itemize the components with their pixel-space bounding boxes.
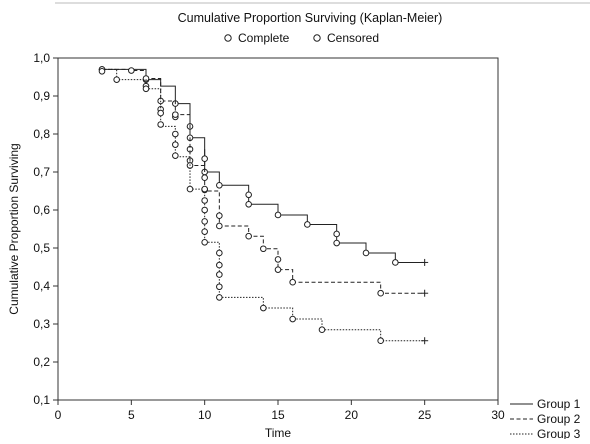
x-tick-label: 20 [345,408,359,422]
data-point-marker [333,230,340,238]
data-point-marker [201,228,208,235]
data-point-marker [128,67,135,74]
censored-marker-icon [313,34,321,42]
data-point-marker [392,259,399,266]
y-tick-label: 0,8 [33,127,50,141]
x-tick-label: 25 [418,408,432,422]
data-point-marker [201,197,208,204]
data-point-marker [201,174,208,181]
data-point-marker [216,182,223,189]
data-point-marker [318,326,326,334]
y-axis-ticks: 0,1 0,2 0,3 0,4 0,5 0,6 0,7 0,8 0,9 1,0 [33,51,58,407]
data-point-marker [245,201,252,208]
data-point-marker [172,111,179,118]
data-point-marker [260,304,267,312]
data-point-marker [216,283,223,291]
series-group-3 [98,68,429,345]
data-point-marker [216,249,223,257]
x-tick-label: 30 [491,408,505,422]
y-tick-label: 0,5 [33,241,50,255]
data-point-marker [377,337,384,345]
data-point-marker [304,221,311,228]
y-axis-label: Cumulative Proportion Surviving [7,143,21,314]
data-point-marker [216,294,223,301]
y-tick-label: 0,9 [33,89,50,103]
data-point-marker [113,76,120,83]
y-tick-label: 1,0 [33,51,50,65]
x-tick-label: 15 [271,408,285,422]
y-tick-label: 0,6 [33,203,50,217]
data-point-marker [201,155,208,162]
legend-series-label: Group 1 [537,397,581,411]
marker-legend-censored: Censored [327,31,379,45]
data-point-marker [377,289,384,297]
data-point-marker [216,212,223,219]
x-tick-label: 0 [55,408,62,422]
chart-title: Cumulative Proportion Surviving (Kaplan-… [178,11,443,25]
y-tick-label: 0,3 [33,317,50,331]
survival-curve-line [102,68,425,294]
y-tick-label: 0,7 [33,165,50,179]
data-point-marker [172,130,179,138]
data-point-marker [260,245,267,253]
data-point-marker [201,218,208,225]
data-point-marker [172,141,179,148]
plot-area-frame [57,57,499,401]
data-point-marker [216,222,223,230]
data-point-marker [362,249,370,257]
data-point-marker [216,261,223,269]
x-tick-label: 5 [128,408,135,422]
data-point-marker [274,211,282,219]
marker-legend-complete: Complete [238,31,290,45]
data-point-marker [274,256,282,263]
data-point-marker [245,232,252,240]
y-tick-label: 0,2 [33,355,50,369]
legend-series-label: Group 2 [537,412,581,426]
data-point-marker [186,185,194,193]
data-point-marker [172,152,179,159]
data-point-marker [157,109,164,117]
series-group-2 [98,66,429,297]
data-point-marker [142,85,150,93]
survival-curve-line [102,68,425,263]
x-axis-label: Time [265,426,292,439]
survival-curve-line [102,68,425,342]
complete-marker-icon [224,34,232,42]
data-point-marker [157,121,164,128]
survival-curves [98,66,429,345]
y-tick-label: 0,4 [33,279,50,293]
data-point-marker [289,278,296,286]
data-point-marker [201,185,208,193]
marker-legend: Complete Censored [224,31,379,45]
x-axis-ticks: 0 5 10 15 20 25 30 [55,400,505,422]
data-point-marker [142,75,150,82]
y-tick-label: 0,1 [33,393,50,407]
data-point-marker [274,266,282,273]
data-point-marker [201,206,208,214]
x-tick-label: 10 [198,408,212,422]
data-point-marker [245,191,252,199]
legend-series-label: Group 3 [537,427,581,439]
data-point-marker [289,315,296,323]
data-point-marker [216,271,223,278]
data-point-marker [201,239,208,246]
data-point-marker [98,68,106,75]
data-point-marker [333,239,340,247]
